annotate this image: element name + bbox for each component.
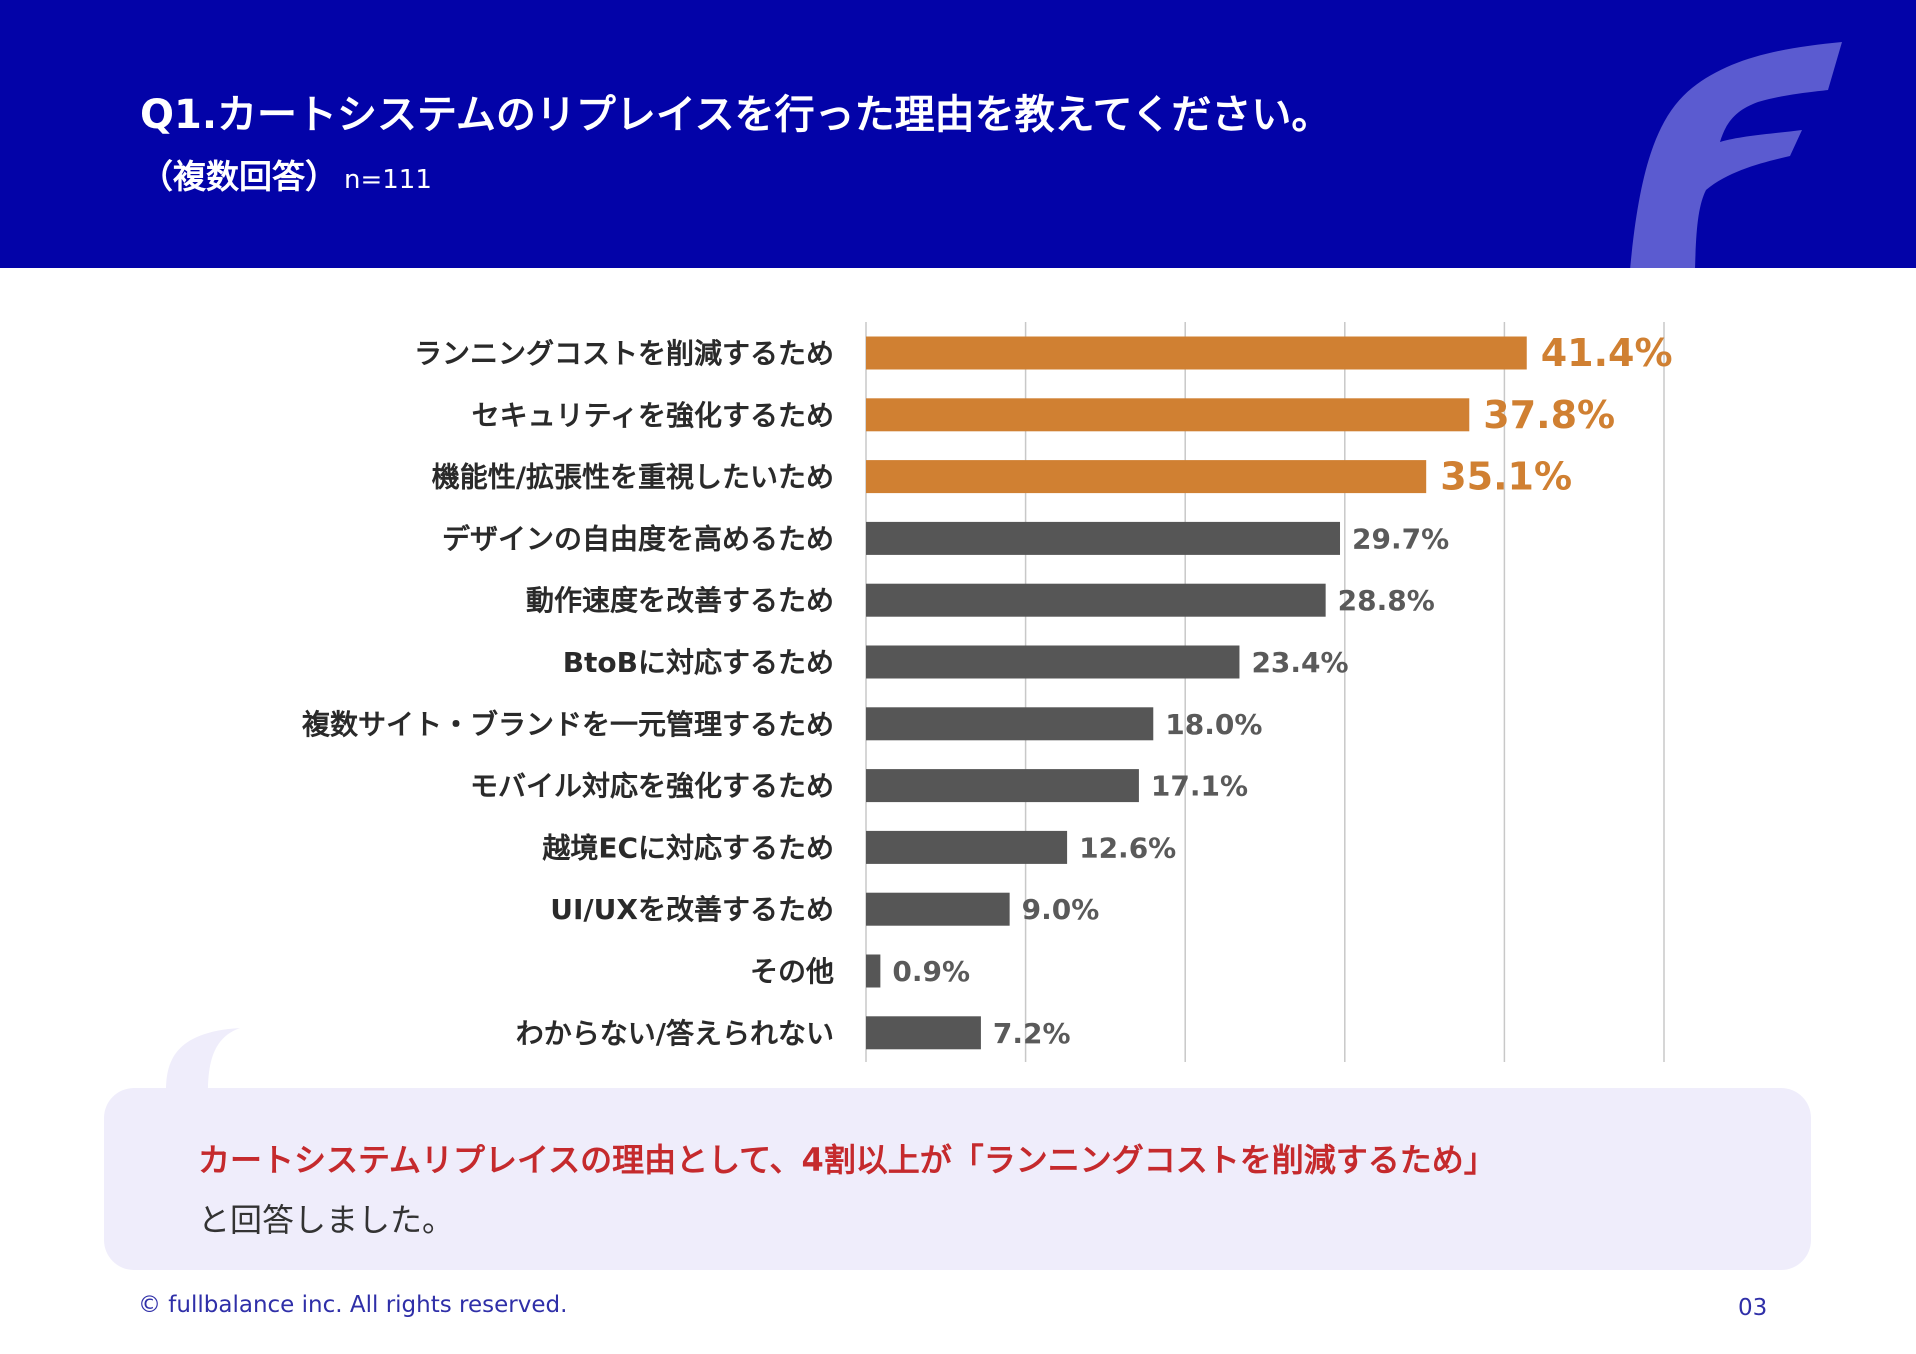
summary-highlight: カートシステムリプレイスの理由として、4割以上が「ランニングコストを削減するため… (198, 1141, 1496, 1179)
page-number: 03 (1738, 1295, 1768, 1321)
summary-text: と回答しました。 (198, 1201, 455, 1239)
summary-callout: カートシステムリプレイスの理由として、4割以上が「ランニングコストを削減するため… (104, 1088, 1811, 1270)
bar (866, 892, 1010, 926)
bar (866, 769, 1139, 803)
data-label: 37.8% (1483, 393, 1615, 437)
bar (866, 1016, 981, 1050)
quote-icon (166, 1028, 240, 1092)
sample-size: n=111 (344, 165, 432, 195)
category-label: その他 (750, 955, 834, 988)
bar (866, 830, 1068, 864)
bar (866, 645, 1240, 679)
data-label: 9.0% (1022, 893, 1100, 926)
bar (866, 521, 1341, 555)
multiple-answer-note: （複数回答） (140, 157, 338, 196)
bar (866, 398, 1470, 432)
brand-logo-icon (1630, 42, 1842, 268)
category-label: 複数サイト・ブランドを一元管理するため (302, 708, 834, 741)
data-label: 29.7% (1352, 522, 1449, 555)
bar (866, 583, 1326, 617)
data-label: 18.0% (1165, 708, 1262, 741)
category-label: わからない/答えられない (516, 1017, 834, 1050)
data-label: 28.8% (1338, 584, 1435, 617)
category-label: 越境ECに対応するため (542, 831, 834, 864)
header-banner: Q1.カートシステムのリプレイスを行った理由を教えてください。 （複数回答） n=… (0, 0, 1916, 268)
category-label: モバイル対応を強化するため (470, 770, 834, 803)
bar (866, 460, 1427, 494)
data-label: 7.2% (993, 1017, 1071, 1050)
category-label: セキュリティを強化するため (472, 399, 834, 432)
category-label: 動作速度を改善するため (526, 584, 834, 617)
category-label: 機能性/拡張性を重視したいため (432, 461, 834, 494)
bar (866, 707, 1154, 741)
data-label: 23.4% (1251, 646, 1348, 679)
page-title: Q1.カートシステムのリプレイスを行った理由を教えてください。 (140, 92, 1332, 138)
copyright: © fullbalance inc. All rights reserved. (138, 1292, 568, 1318)
data-label: 0.9% (892, 955, 970, 988)
page-subtitle: （複数回答） n=111 (140, 150, 432, 198)
category-label: ランニングコストを削減するため (414, 337, 834, 370)
data-label: 41.4% (1541, 331, 1673, 375)
bar (866, 954, 881, 988)
category-label: UI/UXを改善するため (550, 893, 834, 926)
data-label: 17.1% (1151, 770, 1248, 803)
data-label: 12.6% (1079, 831, 1176, 864)
category-label: デザインの自由度を高めるため (442, 522, 834, 555)
bar-chart: ランニングコストを削減するため 41.4% セキュリティを強化するため 37.8% 機能… (302, 322, 1673, 1062)
category-label: BtoBに対応するため (563, 646, 834, 679)
bar (866, 336, 1527, 370)
data-label: 35.1% (1440, 455, 1572, 499)
